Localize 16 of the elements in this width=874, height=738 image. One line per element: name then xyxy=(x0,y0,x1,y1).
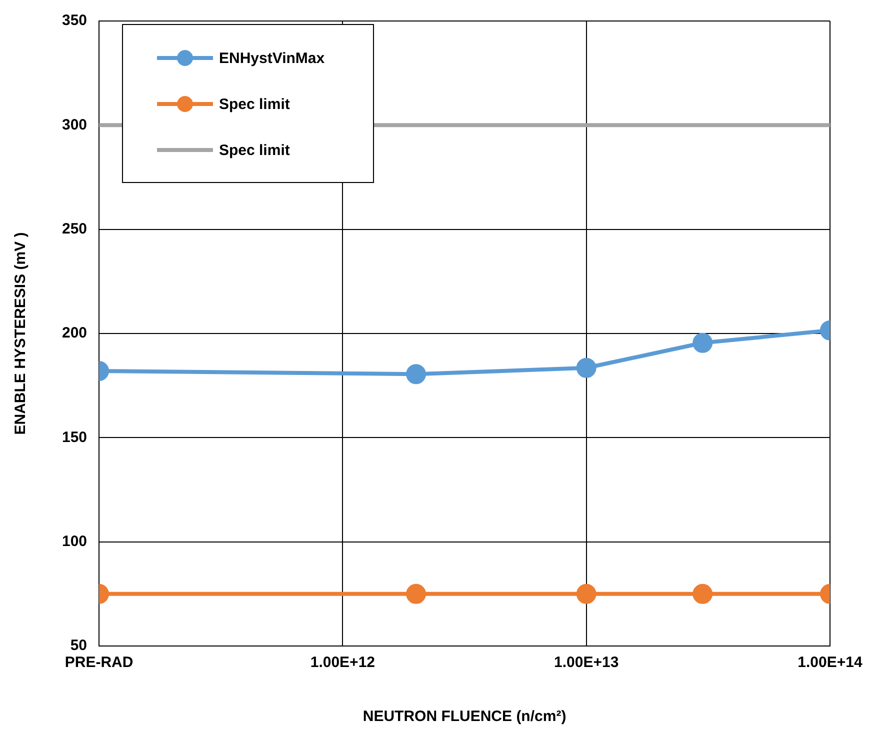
y-tick-label: 50 xyxy=(70,637,88,654)
x-tick-label: 1.00E+14 xyxy=(798,654,863,672)
x-axis-title: NEUTRON FLUENCE (n/cm²) xyxy=(362,708,566,726)
y-tick-label: 300 xyxy=(62,116,88,134)
y-tick-label: 150 xyxy=(62,428,88,446)
y-tick-label: 200 xyxy=(62,324,88,342)
legend-label: Spec limit xyxy=(219,142,290,158)
y-tick-label: 350 xyxy=(62,12,88,30)
x-tick-label: PRE-RAD xyxy=(64,654,134,672)
legend-label: Spec limit xyxy=(219,96,290,112)
y-axis-title: ENABLE HYSTERESIS (mV ) xyxy=(12,232,30,435)
y-tick-label: 100 xyxy=(62,532,88,550)
y-tick-label: 250 xyxy=(62,220,88,238)
legend-label: ENHystVinMax xyxy=(219,50,325,66)
x-tick-label: 1.00E+12 xyxy=(310,654,376,672)
x-tick-label: 1.00E+13 xyxy=(554,654,619,672)
